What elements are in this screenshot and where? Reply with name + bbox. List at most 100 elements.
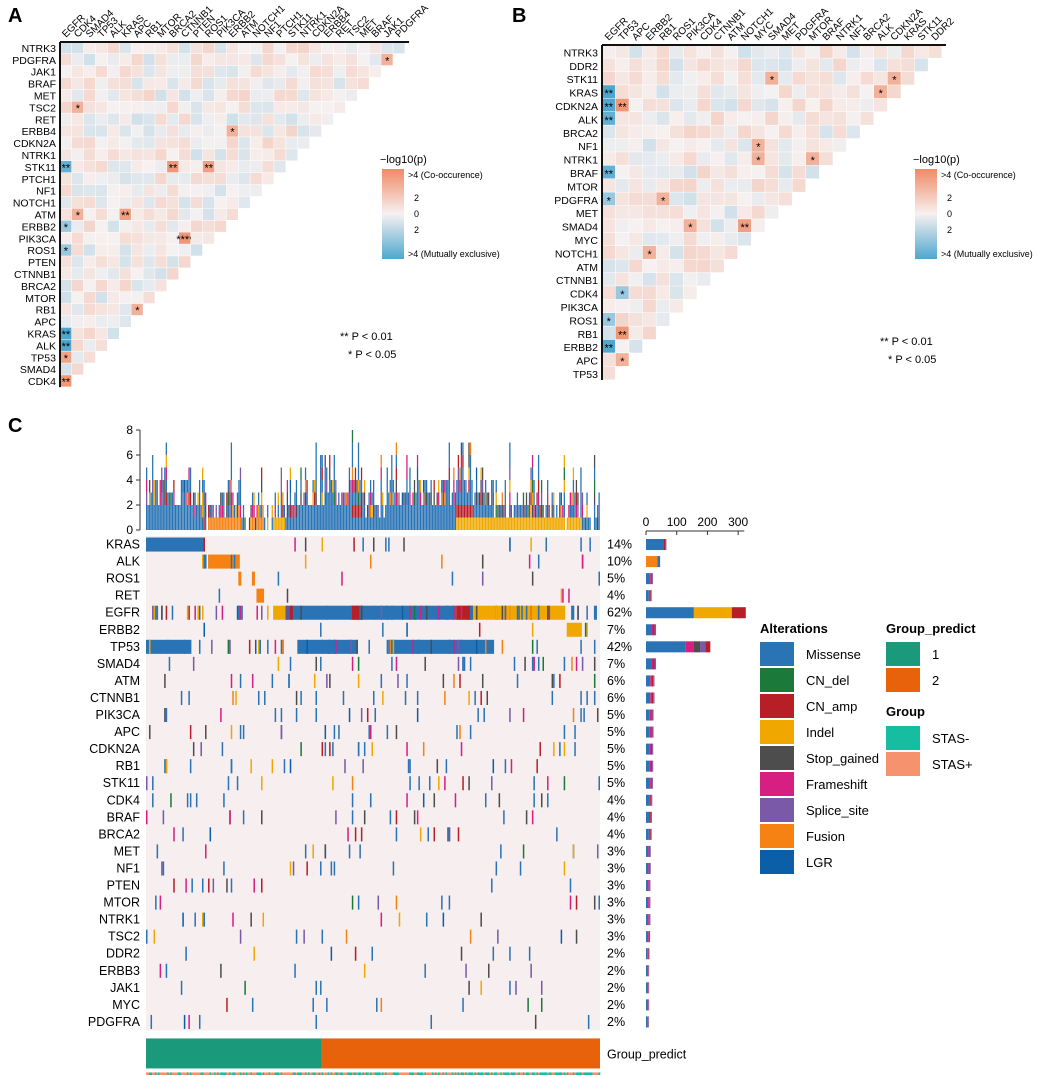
sample-bar	[303, 492, 305, 505]
sample-bar	[415, 505, 417, 518]
sample-bar	[382, 505, 384, 518]
alteration-mark	[462, 776, 464, 791]
row-label-PTEN: PTEN	[28, 257, 56, 269]
alteration-mark	[596, 844, 599, 859]
heat-cell	[309, 101, 322, 113]
row-label-CDKN2A: CDKN2A	[555, 101, 598, 113]
sample-bar	[551, 492, 553, 505]
sample-bar	[425, 480, 428, 493]
heat-cell	[710, 192, 724, 206]
group-cell	[338, 1072, 341, 1075]
sample-bar	[391, 492, 393, 505]
heat-cell	[286, 77, 298, 90]
alteration-mark	[413, 605, 416, 620]
sample-bar	[436, 517, 438, 530]
sample-bar	[522, 492, 525, 505]
alteration-mark	[416, 690, 419, 705]
heat-cell	[710, 246, 724, 259]
heat-cell	[202, 184, 215, 197]
sample-bar	[516, 505, 519, 518]
group-cell	[544, 1072, 546, 1075]
legend-tick: 2	[947, 193, 952, 203]
sample-bar	[447, 517, 449, 530]
heat-cell	[83, 89, 96, 101]
legend-item-Stop_gained: Stop_gained	[806, 751, 879, 766]
sample-bar	[156, 517, 158, 530]
heat-cell	[119, 220, 131, 232]
heat-cell	[819, 58, 833, 72]
heat-cell	[642, 205, 656, 219]
alteration-mark	[460, 946, 463, 961]
sample-bar	[239, 467, 242, 480]
gene-pct-ALK: 10%	[607, 555, 632, 569]
sample-bar	[553, 517, 555, 530]
sample-bar	[495, 517, 497, 530]
sample-bar	[359, 492, 361, 505]
alteration-mark	[189, 759, 192, 774]
heat-cell	[155, 113, 167, 125]
sample-bar	[559, 492, 561, 505]
sample-bar	[586, 505, 588, 518]
sample-bar	[593, 467, 596, 480]
sample-bar	[536, 517, 538, 530]
group-cell	[280, 1072, 283, 1075]
sample-bar	[418, 492, 420, 505]
group-cell	[347, 1072, 350, 1075]
gene-bar-BRAF	[651, 811, 652, 823]
alteration-mark	[315, 656, 318, 671]
sample-bar	[170, 517, 172, 530]
row-label-ROS1: ROS1	[27, 245, 56, 257]
gene-bar-MTOR	[649, 897, 651, 909]
sample-bar	[398, 492, 401, 505]
sample-bar	[580, 480, 582, 493]
sample-bar	[430, 517, 432, 530]
sample-bar	[456, 517, 458, 530]
heat-cell	[629, 339, 643, 353]
heat-cell	[683, 232, 697, 246]
alteration-mark	[475, 605, 478, 620]
sample-bar	[261, 517, 263, 530]
sample-bar	[376, 505, 378, 518]
heat-cell	[202, 113, 215, 125]
group-cell	[448, 1072, 451, 1075]
sample-bar	[173, 517, 175, 530]
heat-cell	[71, 196, 84, 209]
sample-bar	[261, 467, 263, 480]
heat-cell	[602, 313, 616, 326]
group-cell	[568, 1072, 571, 1075]
alteration-mark	[406, 742, 408, 757]
group-cell	[433, 1072, 436, 1075]
group-cell	[534, 1072, 537, 1075]
heat-cell	[615, 192, 629, 206]
heat-cell	[738, 152, 752, 166]
heat-cell	[250, 89, 262, 101]
group-cell	[507, 1072, 510, 1075]
sample-bar	[433, 517, 435, 530]
sample-bar	[531, 480, 534, 493]
heat-cell	[119, 280, 131, 292]
alteration-mark	[560, 588, 563, 603]
heat-cell	[71, 220, 84, 232]
group-cell	[332, 1072, 334, 1075]
sample-bar	[383, 517, 385, 530]
group-cell	[312, 1072, 315, 1075]
heat-cell	[615, 353, 629, 367]
sample-bar	[379, 517, 381, 530]
sample-bar	[593, 517, 596, 530]
sample-bar	[593, 455, 596, 468]
sample-bar	[480, 505, 482, 518]
alteration-mark	[547, 793, 549, 808]
alteration-mark	[280, 708, 283, 723]
heat-cell	[262, 172, 274, 185]
sample-bar	[238, 480, 240, 493]
sample-bar	[433, 480, 435, 493]
heat-cell	[710, 98, 724, 112]
sample-bar	[474, 492, 476, 505]
sig-mark: **	[121, 210, 130, 222]
group-cell	[374, 1072, 377, 1075]
heat-cell	[202, 220, 215, 232]
sample-bar	[251, 517, 254, 530]
sample-bar	[315, 467, 317, 480]
sample-bar	[215, 517, 217, 530]
sample-bar	[201, 517, 204, 530]
